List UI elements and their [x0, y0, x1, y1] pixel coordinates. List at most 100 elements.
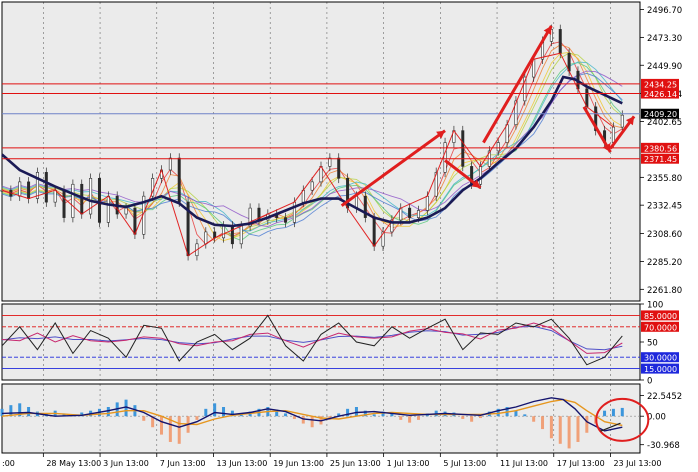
macd-histogram-bar: [585, 416, 589, 433]
price-tick-label: 2402.65: [647, 118, 682, 128]
macd-histogram-bar: [603, 410, 607, 417]
macd-histogram-bar: [532, 416, 536, 422]
x-axis-tick-label: 25 Jun 13:00: [330, 459, 381, 468]
price-candle-body: [337, 157, 341, 179]
price-candle-body: [461, 130, 465, 167]
macd-histogram-bar: [523, 414, 527, 417]
macd-histogram-bar: [275, 409, 279, 417]
price-level-label: 2409.20: [644, 110, 677, 119]
rsi-level-label: 70.0000: [644, 323, 677, 332]
price-candle-body: [239, 225, 243, 245]
price-candle-body: [523, 76, 527, 102]
macd-histogram-bar: [18, 403, 22, 417]
x-axis-tick-label: 7 Jun 13:00: [160, 459, 206, 468]
macd-histogram-bar: [461, 416, 465, 419]
price-candle-body: [558, 29, 562, 54]
macd-histogram-bar: [213, 403, 217, 417]
macd-histogram-bar: [124, 399, 128, 417]
price-candle-body: [594, 106, 598, 131]
macd-histogram-bar: [230, 410, 234, 417]
macd-histogram-bar: [151, 416, 155, 428]
price-trend-arrowhead: [543, 25, 552, 35]
macd-histogram-bar: [80, 412, 84, 417]
price-candle-body: [478, 166, 482, 185]
price-candle-body: [133, 207, 137, 235]
x-axis-tick-label: 13 Jun 13:00: [216, 459, 267, 468]
price-candle-body: [363, 195, 367, 218]
macd-tick-label: -30.968: [647, 441, 680, 451]
macd-histogram-bar: [160, 416, 163, 435]
panel-macd: 22.5452 0.00 -30.968: [0, 383, 682, 454]
macd-tick-label: 0.00: [647, 413, 666, 423]
x-axis-tick-label: 19 Jun 13:00: [273, 459, 324, 468]
panel-rsi: 100 50 0 85.0000 70.0000 30.0000 15.0000: [1, 301, 679, 387]
price-candle-body: [310, 181, 314, 191]
rsi-level-label: 30.0000: [644, 354, 677, 363]
price-level-label: 2426.14: [644, 90, 677, 99]
price-trend-arrowhead: [602, 143, 611, 153]
price-candle-body: [97, 178, 101, 223]
macd-histogram-bar: [541, 416, 545, 430]
price-level-tag: [641, 108, 679, 119]
price-candle-body: [204, 231, 208, 245]
macd-histogram-bar: [576, 416, 580, 442]
price-ma-ribbon-line: [1, 44, 623, 242]
x-axis-tick-label: 5 Jul 13:00: [443, 459, 486, 468]
price-ma-ribbon-line: [1, 52, 623, 239]
price-candle-body: [44, 172, 48, 203]
price-candle-body: [53, 189, 57, 203]
macd-histogram-bar: [337, 413, 341, 417]
macd-histogram-bar: [496, 408, 500, 417]
price-candle-body: [328, 157, 332, 167]
price-tick-label: 2355.80: [647, 174, 682, 184]
x-axis-tick-label: 3 Jun 13:00: [103, 459, 149, 468]
macd-histogram-bar: [470, 416, 474, 422]
price-candle-body: [549, 29, 553, 42]
price-candle-body: [213, 231, 217, 239]
price-candle-body: [408, 207, 412, 218]
price-candle-body: [168, 157, 172, 171]
price-trend-arrow: [582, 106, 612, 153]
price-candle-body: [27, 181, 31, 199]
price-candle-body: [284, 217, 288, 223]
price-level-label: 2371.45: [644, 155, 677, 164]
price-tick-label: 2285.20: [647, 258, 682, 268]
macd-histogram-bar: [558, 416, 562, 444]
macd-crossover-arrow: [600, 422, 621, 432]
rsi-level-tag: [641, 310, 679, 321]
price-candle-body: [222, 225, 226, 239]
macd-histogram-bar: [390, 413, 394, 417]
macd-histogram-bar: [620, 407, 624, 417]
price-ma-ribbon-line: [1, 70, 623, 227]
price-candle-body: [443, 142, 447, 173]
price-level-label: 2380.56: [644, 144, 677, 153]
price-trend-arrow: [340, 129, 446, 207]
price-candle-body: [230, 225, 234, 245]
price-moving-average: [1, 75, 623, 228]
price-level-tag: [641, 78, 679, 89]
macd-histogram-bar: [408, 416, 412, 423]
x-axis-tick-label: 28 May 13:00: [46, 459, 101, 468]
price-candle-body: [381, 231, 385, 247]
price-level-tag: [641, 153, 679, 164]
macd-histogram-bar: [106, 407, 110, 417]
x-axis-tick-label: 1 Jul 13:00: [387, 459, 430, 468]
price-trend-arrow: [482, 25, 553, 144]
price-candle-body: [514, 100, 518, 125]
price-candle-body: [62, 189, 66, 218]
price-tick-label: 2473.30: [647, 34, 682, 44]
price-candle-body: [106, 195, 110, 223]
price-candle-body: [80, 183, 84, 215]
price-candle-body: [434, 172, 438, 197]
price-candle-body: [611, 126, 615, 143]
price-candle-body: [416, 210, 420, 218]
macd-histogram-bar: [0, 408, 4, 417]
rsi-tick-label: 0: [647, 377, 652, 387]
rsi-level-tag: [641, 363, 679, 374]
macd-histogram-bar: [292, 416, 296, 419]
price-tick-label: 2496.70: [647, 6, 682, 16]
price-trend-arrowhead: [625, 116, 635, 126]
macd-histogram-bar: [514, 410, 518, 417]
macd-histogram-bar: [416, 416, 420, 420]
